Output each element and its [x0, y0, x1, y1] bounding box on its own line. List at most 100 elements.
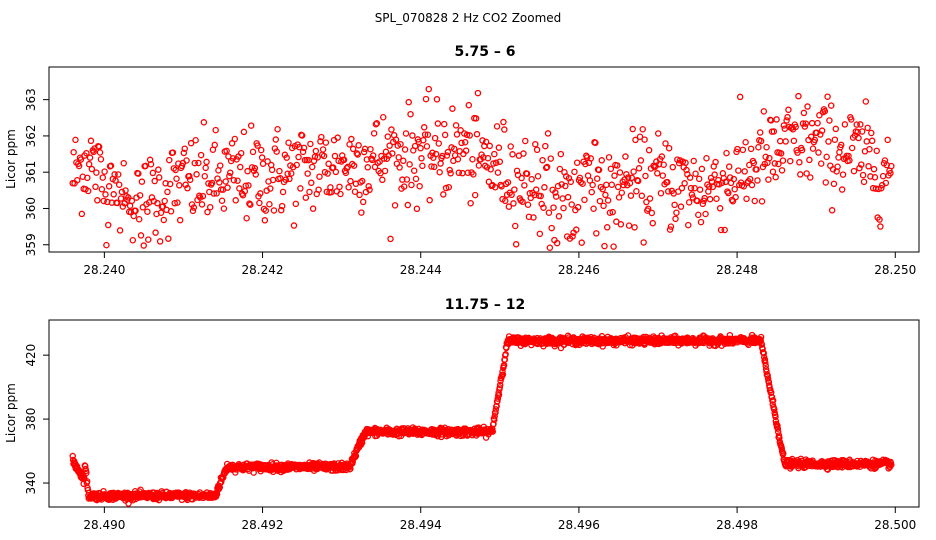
panel-top-data-point — [699, 200, 707, 208]
panel-top-data-point — [345, 184, 352, 191]
panel-top-data-point — [822, 179, 830, 186]
panel-top-data-point — [359, 177, 366, 185]
panel-top-data-point — [546, 244, 554, 252]
panel-top-data-point — [631, 224, 638, 231]
panel-top-data-point — [817, 160, 825, 167]
panel-top-data-point — [246, 200, 253, 207]
panel-top-data-point — [322, 139, 330, 146]
panel-top-data-point — [821, 107, 829, 115]
panel-top-data-point — [882, 179, 890, 187]
panel-top-data-point — [501, 126, 508, 133]
panel-top-data-point — [186, 176, 194, 184]
panel-top-data-point — [695, 211, 702, 219]
panel-top-data-point — [806, 156, 813, 164]
panel-top-data-point — [300, 144, 308, 152]
panel-top-data-point — [741, 168, 748, 175]
panel-top-data-point — [412, 175, 420, 183]
panel-top-data-point — [617, 221, 625, 228]
panel-bottom-title: 11.75 – 12 — [445, 297, 526, 313]
panel-top-data-point — [277, 206, 285, 214]
panel-bottom-data-point — [774, 425, 782, 432]
panel-top-data-point — [373, 120, 381, 127]
panel-top-data-point — [834, 163, 841, 171]
panel-top-data-point — [347, 177, 354, 185]
panel-top-data-point — [99, 174, 107, 181]
panel-top-data-point — [152, 229, 159, 236]
panel-top-data-point — [864, 124, 871, 132]
panel-top-data-point — [871, 174, 879, 181]
panel-top-data-point — [165, 156, 173, 164]
panel-top-data-point — [596, 197, 604, 205]
panel-top-data-point — [432, 150, 440, 158]
panel-top-data-point — [858, 128, 866, 135]
panel-top-data-point — [367, 145, 374, 153]
panel-top-data-point — [482, 138, 490, 146]
panel-top-data-point — [195, 159, 202, 167]
panel-top-data-point — [826, 117, 833, 124]
panel-top-data-point — [639, 125, 646, 133]
panel-top-data-point — [552, 189, 559, 196]
panel-top-data-point — [247, 201, 254, 208]
panel-top-data-point — [116, 227, 124, 234]
panel-top-data-point — [135, 170, 142, 177]
panel-bottom-data-point — [499, 371, 507, 378]
panel-top-data-point — [155, 174, 163, 181]
panel-bottom-data-point — [760, 350, 768, 357]
panel-top-data-point — [574, 203, 582, 211]
panel-top-data-point — [771, 160, 779, 167]
panel-top-data-point — [435, 140, 443, 147]
panel-top-data-point — [664, 188, 672, 195]
panel-top-data-point — [616, 169, 624, 176]
panel-top-data-point — [691, 184, 698, 192]
panel-top-data-point — [523, 170, 531, 178]
panel-top-data-point — [364, 164, 371, 171]
panel-top-points — [69, 85, 895, 252]
panel-top-data-point — [144, 208, 151, 215]
panel-top-data-point — [568, 201, 575, 208]
panel-top-data-point — [376, 158, 383, 165]
panel-top-data-point — [795, 92, 802, 100]
panel-top-data-point — [865, 163, 872, 170]
panel-top-data-point — [524, 201, 532, 208]
panel-top-data-point — [677, 203, 685, 210]
panel-top-data-point — [649, 219, 657, 227]
panel-top-data-point — [683, 166, 690, 174]
panel-top-data-point — [202, 164, 209, 172]
panel-top-data-point — [542, 164, 550, 172]
panel-bottom-data-point — [774, 422, 781, 429]
panel-top-data-point — [344, 163, 351, 171]
panel-top-data-point — [705, 188, 712, 195]
panel-top-data-point — [178, 162, 186, 170]
panel-top-data-point — [201, 173, 209, 180]
panel-top-data-point — [640, 239, 647, 246]
panel-top-data-point — [404, 201, 412, 209]
panel-top-data-point — [562, 182, 569, 190]
panel-top-data-point — [383, 155, 391, 162]
panel-top-data-point — [553, 239, 561, 247]
panel-top-data-point — [463, 131, 471, 139]
panel-top-data-point — [785, 106, 792, 114]
panel-top-data-point — [469, 156, 476, 163]
panel-top-data-point — [599, 185, 606, 193]
panel-top-data-point — [593, 230, 600, 237]
panel-top-data-point — [161, 197, 168, 205]
panel-bottom-plot-frame — [48, 319, 920, 508]
panel-top-data-point — [798, 146, 806, 154]
panel-top-data-point — [657, 189, 665, 197]
panel-top-data-point — [504, 179, 512, 186]
panel-top-data-point — [115, 181, 123, 188]
panel-bottom-ylabel: Licor ppm — [4, 383, 18, 443]
panel-top-data-point — [467, 199, 474, 207]
panel-top-data-point — [257, 190, 264, 197]
panel-top-data-point — [420, 124, 428, 131]
panel-bottom-data-point — [491, 416, 498, 423]
panel-top-data-point — [587, 155, 595, 162]
panel-top-data-point — [464, 169, 472, 177]
panel-top-data-point — [606, 209, 614, 217]
panel-top-data-point — [381, 167, 389, 175]
panel-top-data-point — [669, 163, 677, 171]
panel-top-data-point — [725, 163, 733, 170]
panel-top-data-point — [496, 158, 504, 165]
panel-top-data-point — [773, 116, 780, 123]
panel-top-data-point — [151, 177, 158, 185]
